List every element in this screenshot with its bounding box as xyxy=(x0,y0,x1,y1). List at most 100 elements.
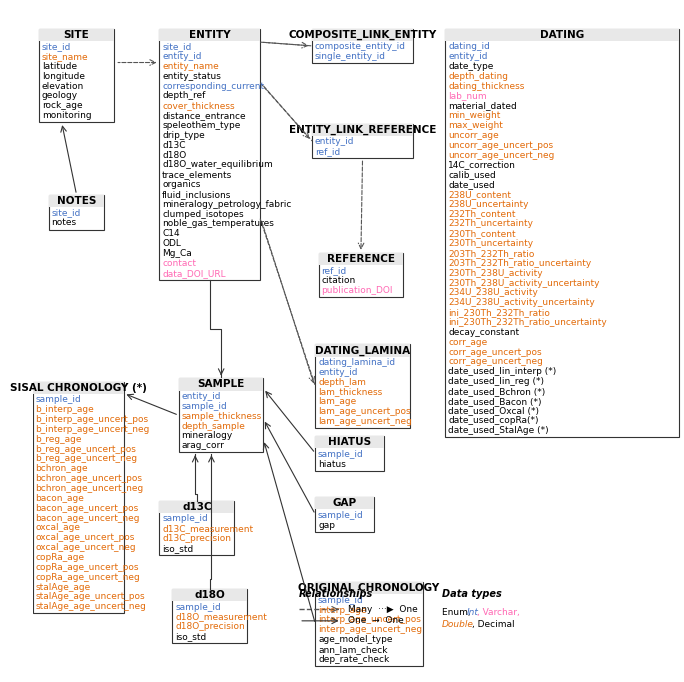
Text: dating_lamina_id: dating_lamina_id xyxy=(318,358,395,367)
Text: bacon_age_uncert_pos: bacon_age_uncert_pos xyxy=(36,504,139,513)
Text: Mg_Ca: Mg_Ca xyxy=(162,249,192,258)
FancyBboxPatch shape xyxy=(179,379,263,391)
FancyBboxPatch shape xyxy=(315,436,384,471)
Text: organics: organics xyxy=(162,180,200,189)
Text: lab_num: lab_num xyxy=(448,91,486,100)
Text: 230Th_content: 230Th_content xyxy=(448,229,516,238)
Text: ref_id: ref_id xyxy=(321,267,347,276)
FancyBboxPatch shape xyxy=(315,497,374,509)
FancyBboxPatch shape xyxy=(39,29,114,41)
Text: mineralogy: mineralogy xyxy=(181,432,233,441)
Text: mineralogy_petrology_fabric: mineralogy_petrology_fabric xyxy=(162,200,291,209)
FancyBboxPatch shape xyxy=(315,582,423,594)
Text: iso_std: iso_std xyxy=(162,544,194,553)
Text: interp_age: interp_age xyxy=(318,606,367,614)
FancyBboxPatch shape xyxy=(159,501,234,555)
Text: depth_dating: depth_dating xyxy=(448,72,508,80)
Text: ann_lam_check: ann_lam_check xyxy=(318,645,388,654)
Text: citation: citation xyxy=(321,276,356,285)
Text: Int: Int xyxy=(467,608,479,617)
FancyBboxPatch shape xyxy=(33,382,124,394)
Text: lam_age_uncert_pos: lam_age_uncert_pos xyxy=(318,407,410,416)
Text: iso_std: iso_std xyxy=(175,632,207,641)
Text: date_used_copRa(*): date_used_copRa(*) xyxy=(448,417,538,426)
Text: date_used_Oxcal (*): date_used_Oxcal (*) xyxy=(448,406,539,415)
FancyBboxPatch shape xyxy=(315,497,374,532)
Text: SITE: SITE xyxy=(64,30,90,40)
Text: depth_lam: depth_lam xyxy=(318,378,366,387)
Text: data_DOI_URL: data_DOI_URL xyxy=(162,269,226,278)
Text: calib_used: calib_used xyxy=(448,170,496,179)
Text: decay_constant: decay_constant xyxy=(448,328,519,337)
Text: entity_id: entity_id xyxy=(448,52,488,61)
Text: ORIGINAL CHRONOLOGY: ORIGINAL CHRONOLOGY xyxy=(298,583,440,593)
Text: entity_status: entity_status xyxy=(162,72,221,80)
Text: DATING: DATING xyxy=(540,30,585,40)
Text: sample_id: sample_id xyxy=(318,449,364,459)
Text: b_interp_age: b_interp_age xyxy=(36,405,94,414)
Text: date_used_StalAge (*): date_used_StalAge (*) xyxy=(448,426,549,435)
FancyBboxPatch shape xyxy=(312,29,413,63)
Text: lam_age_uncert_neg: lam_age_uncert_neg xyxy=(318,417,412,426)
FancyBboxPatch shape xyxy=(312,123,413,136)
Text: sample_thickness: sample_thickness xyxy=(181,412,262,421)
Text: uncorr_age_uncert_pos: uncorr_age_uncert_pos xyxy=(448,140,553,149)
Text: fluid_inclusions: fluid_inclusions xyxy=(162,190,231,199)
Text: b_interp_age_uncert_neg: b_interp_age_uncert_neg xyxy=(36,425,150,434)
Text: geology: geology xyxy=(42,91,78,100)
Text: date_type: date_type xyxy=(448,62,493,71)
Text: REFERENCE: REFERENCE xyxy=(327,254,395,264)
FancyBboxPatch shape xyxy=(172,589,247,601)
Text: entity_id: entity_id xyxy=(181,392,221,401)
Text: sample_id: sample_id xyxy=(318,511,364,520)
Text: bchron_age_uncert_neg: bchron_age_uncert_neg xyxy=(36,484,144,493)
Text: interp_age_uncert_pos: interp_age_uncert_pos xyxy=(318,615,421,625)
Text: depth_ref: depth_ref xyxy=(162,91,205,100)
Text: 232Th_content: 232Th_content xyxy=(448,209,516,219)
Text: distance_entrance: distance_entrance xyxy=(162,111,246,120)
FancyBboxPatch shape xyxy=(315,344,410,428)
Text: Relationships: Relationships xyxy=(299,589,373,599)
Text: uncorr_age_uncert_neg: uncorr_age_uncert_neg xyxy=(448,151,554,160)
Text: d18O: d18O xyxy=(162,151,186,160)
Text: d18O_water_equilibrium: d18O_water_equilibrium xyxy=(162,160,273,169)
Text: SAMPLE: SAMPLE xyxy=(198,379,245,389)
Text: entity_id: entity_id xyxy=(318,368,358,377)
Text: Enum,: Enum, xyxy=(442,608,473,617)
Text: Many  ···▶  One: Many ···▶ One xyxy=(348,605,418,614)
Text: COMPOSITE_LINK_ENTITY: COMPOSITE_LINK_ENTITY xyxy=(289,29,436,40)
Text: d13C: d13C xyxy=(162,140,185,149)
Text: ODL: ODL xyxy=(162,239,181,248)
Text: dep_rate_check: dep_rate_check xyxy=(318,655,389,664)
Text: 238U_uncertainty: 238U_uncertainty xyxy=(448,200,529,209)
Text: entity_name: entity_name xyxy=(162,62,219,71)
Text: entity_id: entity_id xyxy=(162,52,202,61)
Text: gap: gap xyxy=(318,520,335,530)
Text: 238U_content: 238U_content xyxy=(448,190,511,199)
Text: sample_id: sample_id xyxy=(318,596,364,605)
Text: max_weight: max_weight xyxy=(448,121,503,130)
Text: site_id: site_id xyxy=(51,209,81,218)
Text: drip_type: drip_type xyxy=(162,131,205,140)
Text: hiatus: hiatus xyxy=(318,460,346,469)
FancyBboxPatch shape xyxy=(159,29,260,41)
FancyBboxPatch shape xyxy=(445,29,679,41)
Text: date_used_lin_reg (*): date_used_lin_reg (*) xyxy=(448,377,544,386)
FancyBboxPatch shape xyxy=(33,382,124,613)
Text: publication_DOI: publication_DOI xyxy=(321,286,393,295)
FancyBboxPatch shape xyxy=(315,344,410,357)
Text: dating_id: dating_id xyxy=(448,42,490,51)
Text: 234U_238U_activity: 234U_238U_activity xyxy=(448,288,538,297)
Text: date_used_Bacon (*): date_used_Bacon (*) xyxy=(448,397,542,406)
Text: entity_id: entity_id xyxy=(315,137,354,146)
FancyBboxPatch shape xyxy=(319,253,403,297)
Text: single_entity_id: single_entity_id xyxy=(315,52,386,61)
Text: noble_gas_temperatures: noble_gas_temperatures xyxy=(162,220,274,228)
Text: sample_id: sample_id xyxy=(162,514,208,523)
Text: bchron_age_uncert_pos: bchron_age_uncert_pos xyxy=(36,474,142,483)
Text: interp_age_uncert_neg: interp_age_uncert_neg xyxy=(318,625,422,634)
Text: stalAge_age_uncert_neg: stalAge_age_uncert_neg xyxy=(36,602,146,611)
Text: b_interp_age_uncert_pos: b_interp_age_uncert_pos xyxy=(36,415,148,424)
FancyBboxPatch shape xyxy=(315,582,423,666)
Text: sample_id: sample_id xyxy=(36,396,81,404)
